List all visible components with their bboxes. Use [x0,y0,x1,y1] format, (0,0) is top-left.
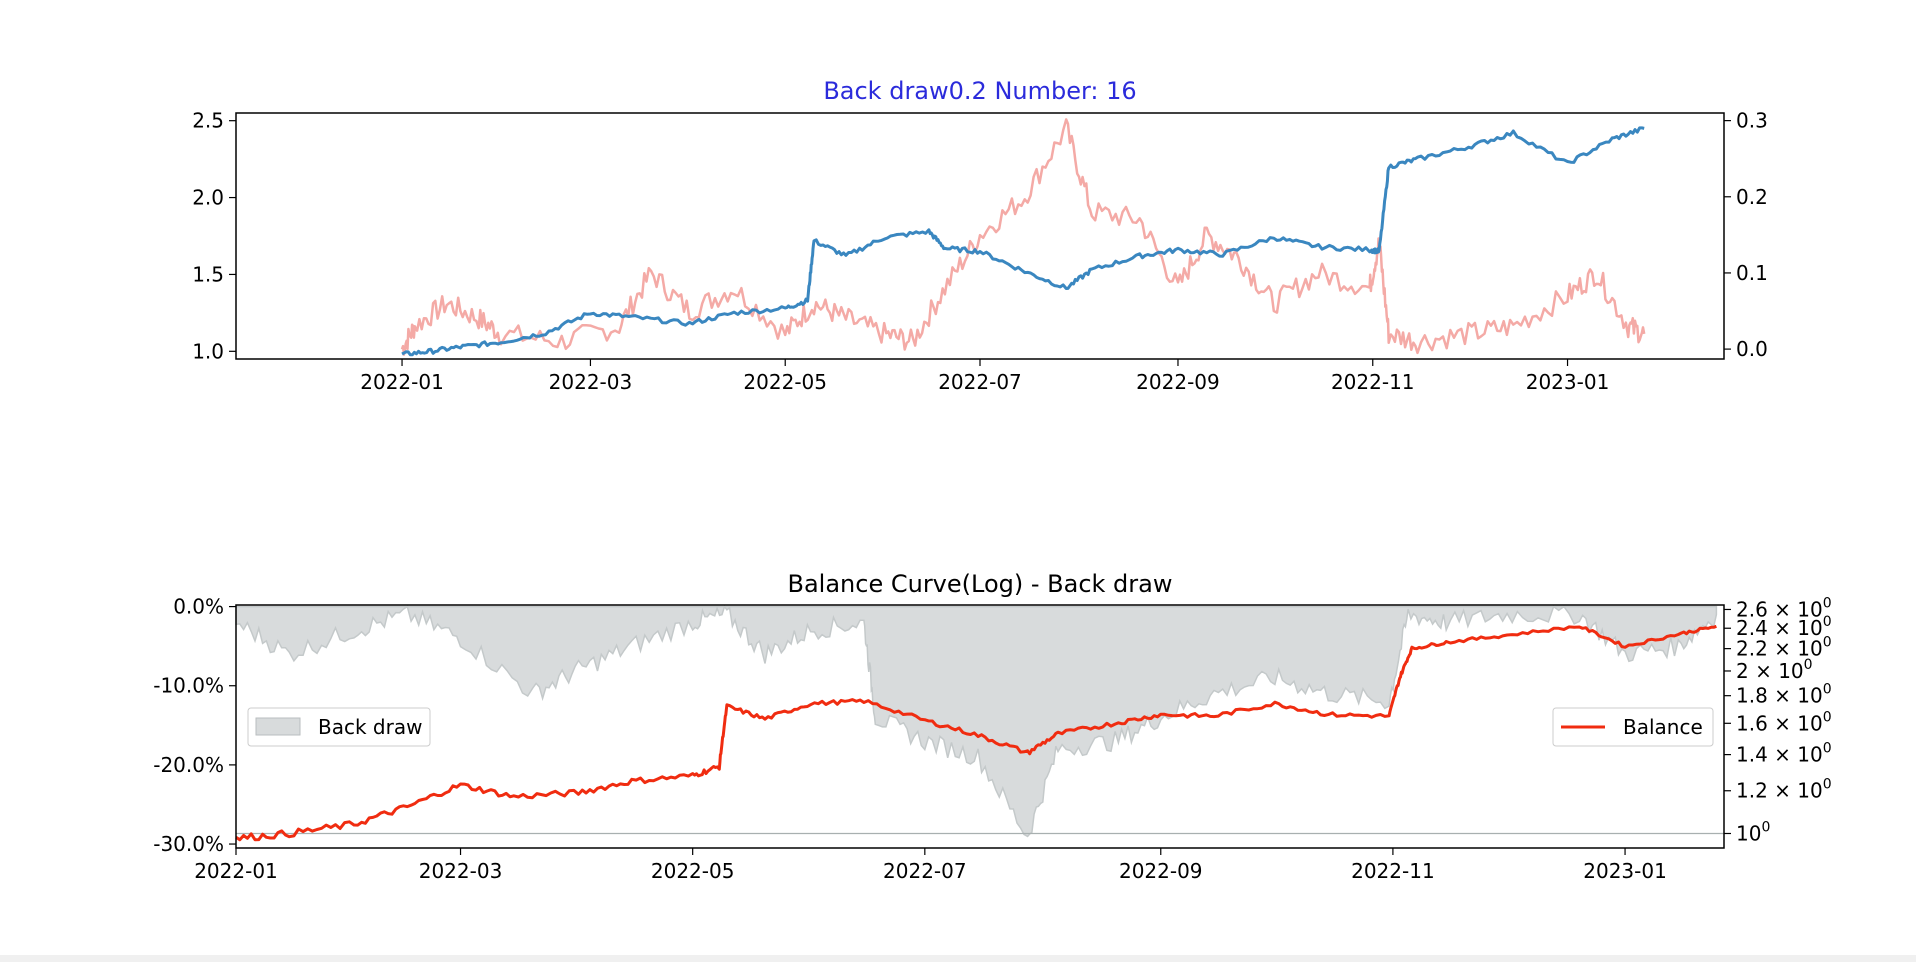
balance-line [235,624,1717,842]
y-left-tick-label: 2.5 [192,109,224,133]
y-right-tick-label: 2.2 × 100 [1736,635,1832,661]
x-tick-label: 2022-03 [419,859,503,883]
y-right-tick-label: 1.6 × 100 [1736,709,1832,735]
top-series-backdraw-line [400,118,1646,356]
bottom-chart-title: Balance Curve(Log) - Back draw [788,570,1173,598]
y-left-tick-label: -20.0% [153,753,224,777]
y-left-tick-label: 1.0 [192,339,224,363]
y-right-tick-label: 0.0 [1736,337,1768,361]
y-right-tick-label: 0.3 [1736,109,1768,133]
y-left-tick-label: -30.0% [153,832,224,856]
x-tick-label: 2022-01 [194,859,278,883]
x-tick-label: 2022-01 [360,370,444,394]
x-tick-label: 2022-03 [549,370,633,394]
x-tick-label: 2022-05 [743,370,827,394]
bottom-plot-area [235,604,1724,842]
y-right-tick-label: 100 [1736,819,1770,845]
bottom-chart-frame [235,604,1725,849]
bottom-strip [0,955,1916,962]
bottom-x-axis: 2022-01 2022-03 2022-05 2022-07 2022-09 2022-… [194,848,1667,883]
y-left-tick-label: 0.0% [173,595,224,619]
x-tick-label: 2022-09 [1119,859,1203,883]
x-tick-label: 2022-07 [938,370,1022,394]
top-plot-area [400,118,1646,357]
top-y-axis-right: 0.0 0.1 0.2 0.3 [1724,109,1768,361]
bottom-y-axis-left: 0.0% -10.0% -20.0% -30.0% [153,595,236,856]
bottom-chart: Balance Curve(Log) - Back draw 2022-01 20… [153,570,1831,883]
y-left-tick-label: -10.0% [153,674,224,698]
y-right-tick-label: 1.8 × 100 [1736,682,1832,708]
y-right-tick-label: 2.6 × 100 [1736,595,1832,621]
y-right-tick-label: 2 × 100 [1736,657,1813,683]
y-right-tick-label: 1.4 × 100 [1736,741,1832,767]
x-tick-label: 2022-11 [1351,859,1435,883]
y-left-tick-label: 2.0 [192,186,224,210]
x-tick-label: 2022-11 [1331,370,1415,394]
top-series-price-line [401,126,1645,357]
top-chart: Back draw0.2 Number: 16 2022-01 2022-03 20… [192,77,1768,394]
y-left-tick-label: 1.5 [192,262,224,286]
x-tick-label: 2022-09 [1136,370,1220,394]
legend-balance: Balance [1552,707,1714,747]
y-right-tick-label: 2.4 × 100 [1736,614,1832,640]
y-right-tick-label: 0.2 [1736,185,1768,209]
top-y-axis-left: 1.0 1.5 2.0 2.5 [192,109,236,363]
top-x-axis: 2022-01 2022-03 2022-05 2022-07 2022-09 2022-… [360,359,1609,394]
legend-back-draw-swatch [255,717,301,736]
x-tick-label: 2022-05 [651,859,735,883]
legend-back-draw: Back draw [247,707,431,747]
x-tick-label: 2023-01 [1583,859,1667,883]
y-right-tick-label: 1.2 × 100 [1736,777,1832,803]
x-tick-label: 2023-01 [1526,370,1610,394]
x-tick-label: 2022-07 [883,859,967,883]
y-right-tick-label: 0.1 [1736,261,1768,285]
back-draw-area [235,604,1718,838]
legend-back-draw-label: Back draw [318,715,422,739]
top-chart-title: Back draw0.2 Number: 16 [823,77,1136,105]
legend-balance-label: Balance [1623,715,1703,739]
